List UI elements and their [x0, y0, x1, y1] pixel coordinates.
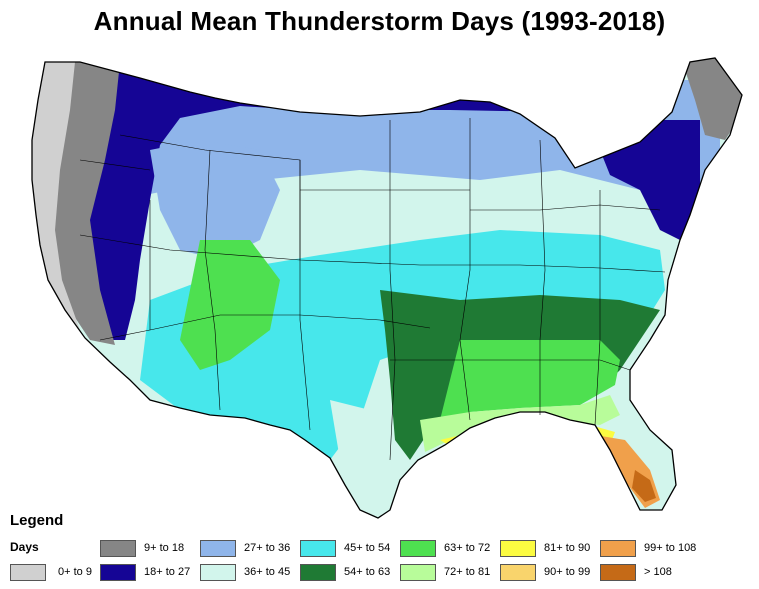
- legend-label: 72+ to 81: [444, 566, 491, 578]
- legend-swatch: [500, 564, 536, 581]
- legend-swatch: [10, 564, 46, 581]
- thunderstorm-day-fill: [32, 58, 742, 518]
- legend-swatch: [600, 564, 636, 581]
- legend-swatch: [300, 564, 336, 581]
- legend-swatch: [100, 564, 136, 581]
- legend-swatch: [200, 540, 236, 557]
- legend-label: 27+ to 36: [244, 542, 291, 554]
- legend-swatch: [300, 540, 336, 557]
- legend-label: 45+ to 54: [344, 542, 391, 554]
- legend-label: 63+ to 72: [444, 542, 491, 554]
- legend-title: Legend: [10, 512, 64, 529]
- thunderstorm-map: [0, 40, 759, 520]
- legend-label: 36+ to 45: [244, 566, 291, 578]
- legend-subtitle: Days: [10, 540, 39, 554]
- legend-swatch: [200, 564, 236, 581]
- legend-label: > 108: [644, 566, 672, 578]
- legend-swatch: [600, 540, 636, 557]
- legend-label: 0+ to 9: [58, 566, 92, 578]
- legend-swatch: [400, 564, 436, 581]
- legend-label: 90+ to 99: [544, 566, 591, 578]
- legend-swatch: [100, 540, 136, 557]
- state-borders: [79, 118, 666, 461]
- legend-label: 99+ to 108: [644, 542, 697, 554]
- legend-label: 9+ to 18: [144, 542, 185, 554]
- legend-label: 54+ to 63: [344, 566, 391, 578]
- legend-label: 81+ to 90: [544, 542, 591, 554]
- legend-label: 18+ to 27: [144, 566, 191, 578]
- map-title: Annual Mean Thunderstorm Days (1993-2018…: [93, 6, 666, 36]
- legend-swatch: [400, 540, 436, 557]
- legend-swatch: [500, 540, 536, 557]
